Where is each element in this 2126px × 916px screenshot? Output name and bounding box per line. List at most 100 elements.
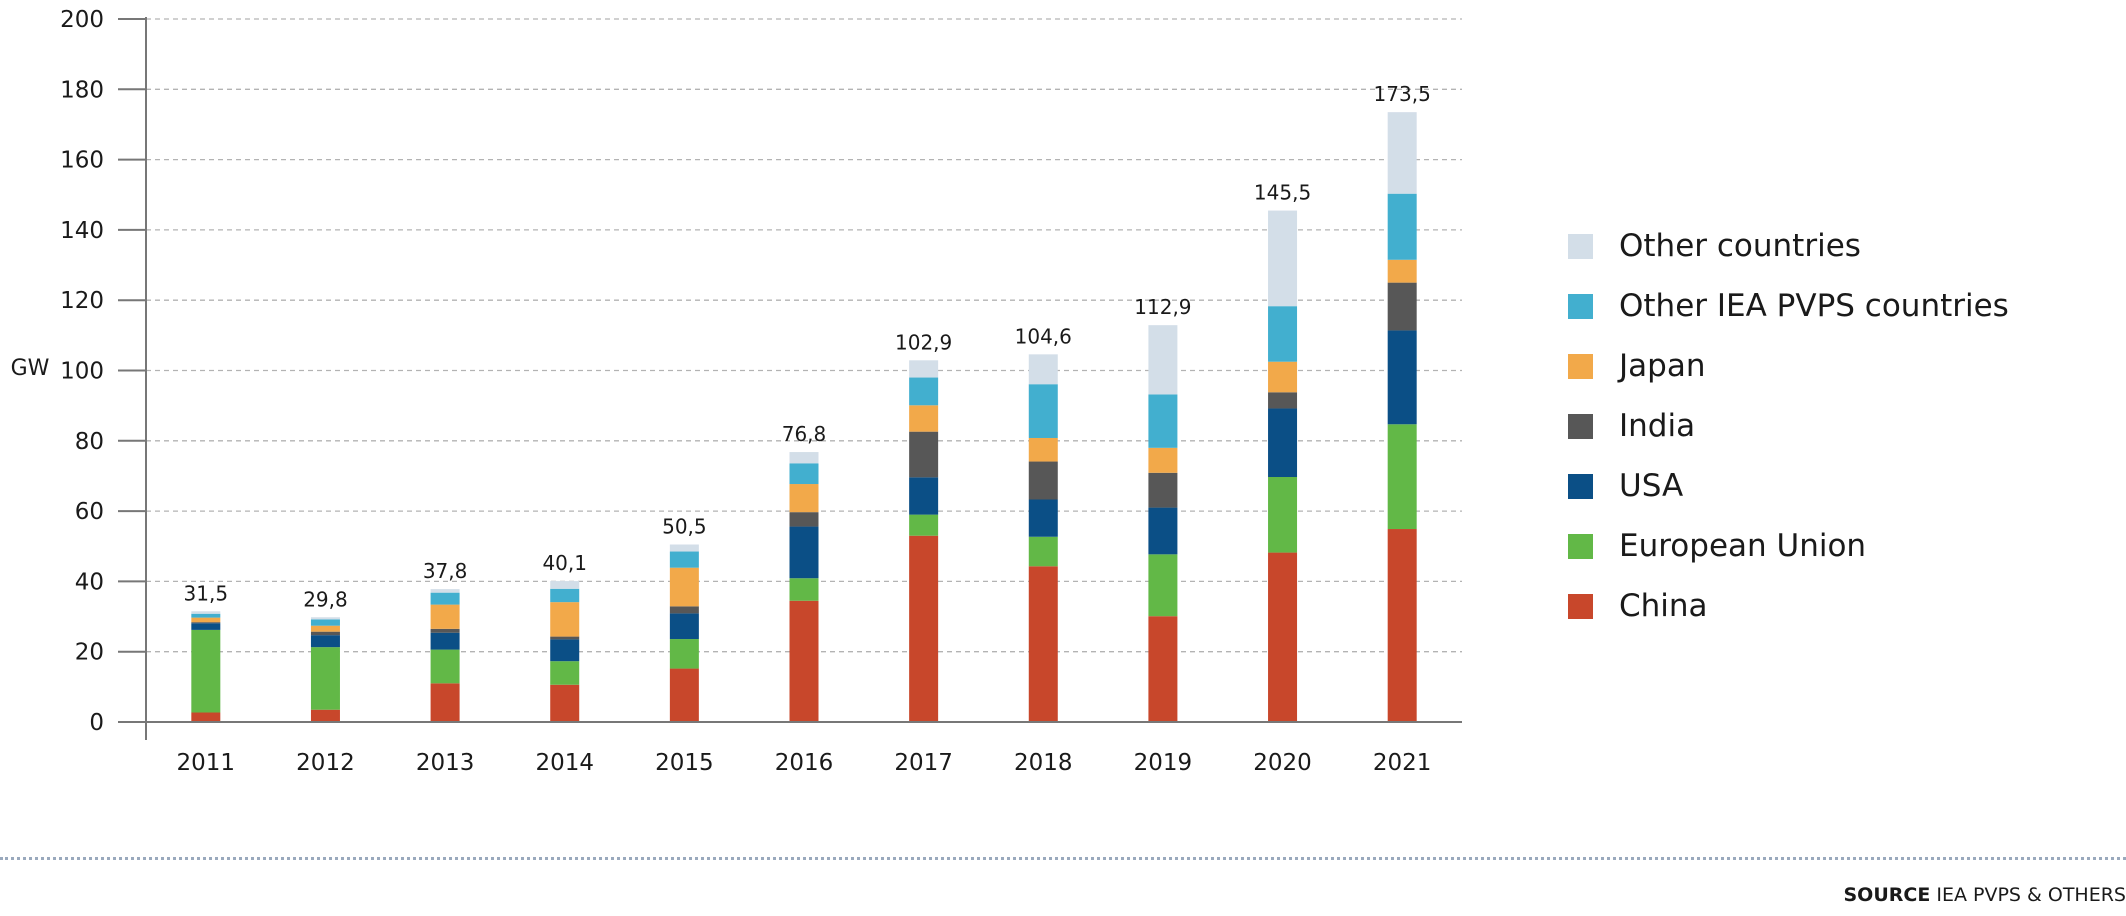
y-tick-label: 20	[75, 640, 104, 666]
legend-label: USA	[1619, 468, 1684, 504]
total-label: 40,1	[542, 551, 587, 575]
bar-segment	[1148, 554, 1178, 617]
total-label: 104,6	[1015, 324, 1072, 348]
x-tick-label: 2019	[1134, 750, 1193, 776]
total-label: 145,5	[1254, 181, 1311, 205]
bar-segment	[310, 635, 340, 648]
bar-segment	[1148, 394, 1178, 448]
y-tick-label: 40	[75, 569, 104, 595]
x-tick-labels: 2011 2012 2013 2014 2015 2016 2017 2018 2019 2020…	[177, 750, 1432, 776]
bar-segment	[789, 452, 819, 464]
bar-segment	[1148, 325, 1178, 395]
y-tick-label: 180	[60, 77, 104, 103]
legend: Other countries Other IEA PVPS countries J…	[1568, 216, 2009, 636]
bar-segment	[789, 463, 819, 485]
bar-segment	[1387, 282, 1417, 331]
bar-segment	[550, 636, 580, 640]
legend-item: Other IEA PVPS countries	[1568, 276, 2009, 336]
bar-segment	[430, 592, 460, 605]
source-credit: SOURCE IEA PVPS & OTHERS	[1843, 884, 2126, 906]
bar-segment	[430, 632, 460, 650]
y-tick-label: 100	[60, 359, 104, 385]
bar-segment	[909, 360, 939, 378]
legend-swatch	[1568, 533, 1593, 559]
bar-segment	[1148, 472, 1178, 508]
bar-segment	[669, 639, 699, 669]
bar-stack-2017	[909, 360, 939, 722]
bar-segment	[310, 625, 340, 632]
bar-segment	[1268, 477, 1298, 553]
bar-stack-2018	[1028, 354, 1058, 722]
bar-segment	[191, 629, 221, 713]
bar-segment	[191, 712, 221, 722]
total-label: 112,9	[1134, 295, 1191, 319]
bar-segment	[430, 589, 460, 593]
bar-segment	[669, 567, 699, 607]
bar-segment	[550, 588, 580, 603]
gridlines	[118, 18, 1462, 723]
y-tick-label: 140	[60, 218, 104, 244]
footer-divider	[0, 857, 2126, 860]
x-tick-label: 2011	[177, 750, 236, 776]
bar-segment	[1387, 330, 1417, 425]
bar-segment	[430, 683, 460, 722]
total-label: 50,5	[662, 514, 707, 538]
bar-segment	[1028, 566, 1058, 722]
bar-segment	[1268, 408, 1298, 478]
y-tick-label: 60	[75, 499, 104, 525]
legend-label: European Union	[1619, 528, 1867, 564]
bar-segment	[789, 600, 819, 722]
bar-segment	[430, 604, 460, 629]
y-tick-label: 120	[60, 288, 104, 314]
bar-segment	[1387, 424, 1417, 530]
legend-item: India	[1568, 396, 2009, 456]
bar-segment	[430, 628, 460, 633]
total-label: 31,5	[184, 581, 229, 605]
legend-item: European Union	[1568, 516, 2009, 576]
bar-stack-2013	[430, 589, 460, 722]
bar-segment	[1268, 361, 1298, 393]
bar-segment	[1268, 552, 1298, 722]
bar-segment	[1028, 384, 1058, 438]
bar-segment	[191, 613, 221, 618]
x-tick-label: 2012	[296, 750, 355, 776]
bar-segment	[310, 647, 340, 710]
y-tick-label: 80	[75, 429, 104, 455]
bar-segment	[550, 661, 580, 685]
legend-item: Other countries	[1568, 216, 2009, 276]
bar-stack-2016	[789, 452, 819, 722]
legend-label: China	[1619, 588, 1708, 624]
x-tick-label: 2018	[1014, 750, 1073, 776]
bar-segment	[1148, 447, 1178, 473]
bar-segment	[1028, 499, 1058, 537]
bar-segment	[310, 617, 340, 620]
y-tick-label: 200	[60, 7, 104, 33]
legend-swatch	[1568, 233, 1593, 259]
bar-segment	[909, 431, 939, 478]
axes	[118, 17, 1462, 740]
total-labels: 31,5 29,8 37,8 40,1 50,5 76,8 102,9 104,6 112,9 1…	[184, 82, 1431, 611]
bar-segment	[191, 623, 221, 630]
legend-swatch	[1568, 473, 1593, 499]
bar-segment	[310, 709, 340, 722]
bar-segment	[550, 602, 580, 637]
bar-segment	[909, 377, 939, 406]
bar-stack-2020	[1268, 210, 1298, 722]
bar-segment	[669, 606, 699, 614]
bar-segment	[550, 581, 580, 589]
bar-stack-2014	[550, 581, 580, 722]
bar-segment	[1387, 529, 1417, 722]
legend-swatch	[1568, 353, 1593, 379]
bar-segment	[789, 484, 819, 513]
bar-segment	[1268, 306, 1298, 362]
bar-segment	[669, 551, 699, 568]
bar-segment	[1387, 193, 1417, 260]
bar-stack-2011	[191, 611, 221, 722]
bar-segment	[310, 619, 340, 626]
total-label: 37,8	[423, 559, 468, 583]
bar-segment	[669, 668, 699, 722]
bar-segment	[909, 535, 939, 722]
y-tick-labels: 0 20 40 60 80 100 120 140 160 180 200	[60, 7, 104, 736]
bar-segment	[669, 613, 699, 640]
